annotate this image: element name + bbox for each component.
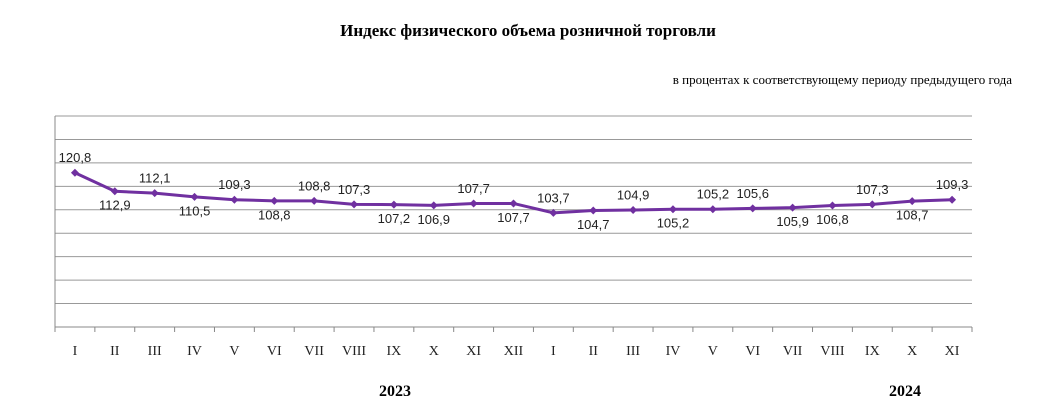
- data-label: 106,9: [417, 212, 450, 227]
- marker: [589, 206, 598, 215]
- marker: [429, 201, 438, 210]
- marker: [708, 205, 717, 214]
- x-tick-label: VI: [267, 344, 282, 359]
- x-tick-label: X: [907, 344, 917, 359]
- data-label: 106,8: [816, 212, 849, 227]
- x-tick-label: XI: [466, 344, 481, 359]
- chart-subtitle: в процентах к соответствующему периоду п…: [673, 72, 1012, 87]
- data-label: 104,7: [577, 217, 610, 232]
- year-label: 2024: [889, 383, 921, 400]
- data-label: 109,3: [218, 177, 251, 192]
- marker: [230, 195, 239, 204]
- marker: [469, 199, 478, 208]
- x-tick-label: VI: [745, 344, 760, 359]
- marker: [389, 200, 398, 209]
- data-label: 112,9: [99, 198, 131, 213]
- marker: [788, 203, 797, 212]
- data-label: 120,8: [59, 150, 92, 165]
- marker: [310, 196, 319, 205]
- marker: [110, 187, 119, 196]
- data-label: 112,1: [139, 171, 171, 186]
- x-tick-label: III: [148, 344, 162, 359]
- marker: [908, 197, 917, 206]
- year-label: 2023: [379, 383, 411, 400]
- marker: [828, 201, 837, 210]
- x-tick-label: I: [73, 344, 78, 359]
- data-label: 110,5: [179, 203, 211, 218]
- marker: [350, 200, 359, 209]
- data-label: 105,2: [657, 216, 690, 231]
- marker: [549, 208, 558, 217]
- x-tick-label: VIII: [342, 344, 366, 359]
- marker: [748, 204, 757, 213]
- data-label: 105,2: [697, 187, 730, 202]
- marker: [190, 192, 199, 201]
- data-label: 103,7: [537, 190, 570, 205]
- data-label: 107,7: [497, 210, 530, 225]
- x-tick-label: II: [589, 344, 599, 359]
- x-tick-label: V: [229, 344, 239, 359]
- x-tick-label: VII: [304, 344, 324, 359]
- marker: [868, 200, 877, 209]
- x-tick-label: XI: [945, 344, 960, 359]
- marker: [629, 206, 638, 215]
- data-label: 107,3: [338, 182, 371, 197]
- marker: [948, 195, 957, 204]
- x-tick-label: VII: [783, 344, 803, 359]
- data-label: 104,9: [617, 187, 650, 202]
- data-label: 107,7: [457, 181, 490, 196]
- x-tick-label: V: [708, 344, 718, 359]
- data-label: 107,3: [856, 182, 889, 197]
- x-tick-label: II: [110, 344, 120, 359]
- data-label: 107,2: [378, 211, 411, 226]
- data-label: 109,3: [936, 177, 969, 192]
- marker: [150, 189, 159, 198]
- marker: [668, 205, 677, 214]
- x-tick-label: I: [551, 344, 556, 359]
- data-label: 105,9: [776, 214, 809, 229]
- data-label: 108,7: [896, 208, 929, 223]
- x-tick-label: IX: [865, 344, 880, 359]
- x-tick-label: IV: [187, 344, 202, 359]
- chart-title: Индекс физического объема розничной торг…: [340, 21, 716, 40]
- x-tick-label: VIII: [820, 344, 844, 359]
- data-label: 108,8: [258, 207, 291, 222]
- data-label: 105,6: [736, 186, 769, 201]
- x-tick-label: IX: [387, 344, 402, 359]
- data-label: 108,8: [298, 178, 331, 193]
- marker: [70, 168, 79, 177]
- x-tick-label: X: [429, 344, 439, 359]
- x-tick-label: XII: [504, 344, 524, 359]
- marker: [509, 199, 518, 208]
- x-tick-label: III: [626, 344, 640, 359]
- marker: [270, 196, 279, 205]
- x-tick-label: IV: [666, 344, 681, 359]
